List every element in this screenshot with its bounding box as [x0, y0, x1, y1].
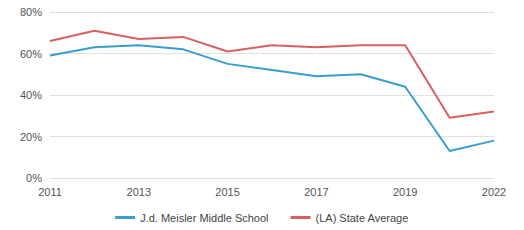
svg-text:(LA) State Average: (LA) State Average: [316, 212, 409, 224]
svg-text:20%: 20%: [20, 131, 42, 143]
svg-text:2019: 2019: [393, 186, 417, 198]
svg-text:40%: 40%: [20, 89, 42, 101]
svg-text:2011: 2011: [38, 186, 62, 198]
svg-text:2015: 2015: [215, 186, 239, 198]
svg-text:2022: 2022: [482, 186, 506, 198]
svg-text:0%: 0%: [26, 172, 42, 184]
svg-text:2013: 2013: [127, 186, 151, 198]
svg-text:80%: 80%: [20, 6, 42, 18]
svg-text:60%: 60%: [20, 48, 42, 60]
svg-text:J.d. Meisler Middle School: J.d. Meisler Middle School: [140, 212, 268, 224]
svg-text:2017: 2017: [304, 186, 328, 198]
